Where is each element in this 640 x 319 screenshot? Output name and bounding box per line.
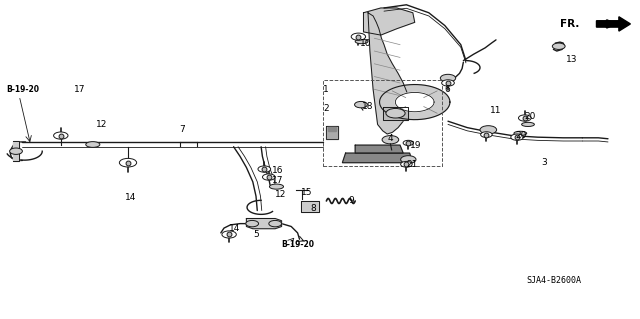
Polygon shape bbox=[364, 8, 415, 35]
Text: 14: 14 bbox=[125, 193, 136, 202]
Text: 2: 2 bbox=[323, 104, 329, 113]
Text: 11: 11 bbox=[490, 106, 501, 115]
Circle shape bbox=[403, 140, 413, 145]
Polygon shape bbox=[368, 13, 408, 134]
Text: 20: 20 bbox=[515, 131, 527, 140]
Text: 15: 15 bbox=[301, 189, 312, 197]
Text: 17: 17 bbox=[272, 176, 284, 185]
Polygon shape bbox=[380, 85, 450, 120]
Text: 4: 4 bbox=[387, 134, 393, 143]
Ellipse shape bbox=[86, 142, 100, 147]
Text: 13: 13 bbox=[566, 55, 578, 63]
Polygon shape bbox=[301, 201, 319, 212]
Text: 7: 7 bbox=[179, 125, 185, 134]
Polygon shape bbox=[326, 126, 338, 139]
Circle shape bbox=[222, 231, 236, 238]
Text: SJA4-B2600A: SJA4-B2600A bbox=[526, 276, 581, 285]
Text: 16: 16 bbox=[272, 166, 284, 175]
Circle shape bbox=[262, 174, 275, 180]
Polygon shape bbox=[13, 141, 19, 161]
Polygon shape bbox=[355, 145, 403, 153]
Circle shape bbox=[54, 132, 68, 139]
Ellipse shape bbox=[269, 184, 284, 189]
Polygon shape bbox=[396, 93, 434, 112]
Circle shape bbox=[386, 108, 405, 118]
Text: 5: 5 bbox=[253, 230, 259, 239]
Polygon shape bbox=[383, 107, 408, 120]
Circle shape bbox=[246, 220, 259, 227]
Ellipse shape bbox=[514, 131, 527, 136]
Text: 10: 10 bbox=[360, 39, 372, 48]
Text: 12: 12 bbox=[275, 190, 287, 199]
Circle shape bbox=[351, 33, 365, 40]
Text: 1: 1 bbox=[323, 85, 329, 94]
Circle shape bbox=[119, 159, 137, 167]
Text: FR.: FR. bbox=[560, 19, 579, 29]
Text: 3: 3 bbox=[541, 158, 547, 167]
Circle shape bbox=[382, 136, 399, 144]
Text: 21: 21 bbox=[406, 160, 418, 169]
Circle shape bbox=[401, 161, 412, 167]
Text: 20: 20 bbox=[525, 112, 536, 121]
Text: 6: 6 bbox=[445, 85, 451, 94]
FancyArrow shape bbox=[596, 17, 630, 31]
Text: 17: 17 bbox=[74, 85, 85, 94]
Text: 9: 9 bbox=[349, 197, 355, 205]
Circle shape bbox=[10, 148, 22, 154]
Circle shape bbox=[440, 74, 456, 82]
Text: 18: 18 bbox=[362, 102, 373, 111]
Text: B-19-20: B-19-20 bbox=[6, 85, 40, 94]
Circle shape bbox=[552, 43, 565, 49]
Circle shape bbox=[518, 115, 531, 121]
Polygon shape bbox=[246, 219, 282, 229]
Text: 8: 8 bbox=[310, 204, 316, 213]
Ellipse shape bbox=[522, 122, 534, 127]
Text: B-19-20: B-19-20 bbox=[282, 240, 315, 249]
Circle shape bbox=[258, 166, 271, 172]
Circle shape bbox=[480, 126, 497, 134]
Polygon shape bbox=[328, 127, 336, 131]
Ellipse shape bbox=[355, 39, 368, 44]
Circle shape bbox=[481, 132, 492, 137]
Circle shape bbox=[401, 156, 416, 163]
Text: 14: 14 bbox=[229, 224, 241, 233]
Circle shape bbox=[442, 80, 454, 86]
Text: 19: 19 bbox=[410, 141, 421, 150]
Circle shape bbox=[269, 220, 282, 227]
Bar bbox=[323, 80, 442, 166]
Text: 12: 12 bbox=[96, 120, 108, 129]
Circle shape bbox=[355, 101, 367, 108]
Circle shape bbox=[511, 134, 524, 140]
Polygon shape bbox=[342, 153, 413, 163]
